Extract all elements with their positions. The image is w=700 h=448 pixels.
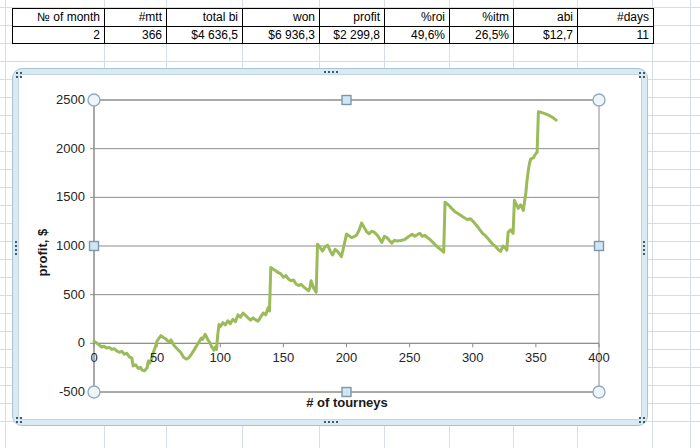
y-axis-title[interactable]: profit, $ [35, 215, 50, 277]
selection-handle-edge[interactable] [595, 242, 604, 251]
excel-sheet: № of month#mtttotal biwonprofit%roi%itma… [0, 0, 700, 448]
chart-resize-grip-bottom[interactable] [323, 420, 339, 424]
chart-object[interactable]: 2500 2000 1500 1000 500 0 -500 0 50 100 150 200 250 3… [12, 68, 648, 426]
y-tick-label: 500 [19, 287, 85, 302]
y-tick-label: 1500 [19, 189, 85, 204]
table-cell[interactable]: $2 299,8 [320, 27, 385, 44]
table-header-cell[interactable]: #mtt [105, 9, 167, 27]
table-cell[interactable]: 11 [578, 27, 653, 44]
chart-area[interactable]: 2500 2000 1500 1000 500 0 -500 0 50 100 150 200 250 3… [18, 74, 642, 420]
sheet-gridline [652, 0, 653, 448]
table-header-cell[interactable]: profit [320, 9, 385, 27]
y-tick-label: 0 [19, 335, 85, 350]
x-tick-label: 350 [510, 350, 562, 365]
chart-resize-grip-left[interactable] [14, 240, 18, 256]
chart-resize-grip-top[interactable] [323, 70, 339, 74]
chart-resize-grip-bottomleft[interactable] [15, 416, 22, 423]
table-cell[interactable]: $6 936,3 [243, 27, 320, 44]
table-cell[interactable]: $4 636,5 [167, 27, 243, 44]
table-header-cell[interactable]: #days [578, 9, 653, 27]
table-header-cell[interactable]: total bi [167, 9, 243, 27]
x-tick-label: 300 [447, 350, 499, 365]
x-tick-label: 250 [384, 350, 436, 365]
y-tick-label: 2500 [19, 92, 85, 107]
sheet-gridline [690, 0, 691, 448]
chart-resize-grip-topleft[interactable] [15, 71, 22, 78]
x-tick-label: 100 [194, 350, 246, 365]
table-header-cell[interactable]: won [243, 9, 320, 27]
selection-handle-corner[interactable] [593, 386, 605, 398]
selection-handle-corner[interactable] [88, 94, 100, 106]
selection-handle-edge[interactable] [342, 96, 351, 105]
table-cell[interactable]: 26,5% [450, 27, 514, 44]
plot-area[interactable] [19, 75, 643, 421]
selection-handle-edge[interactable] [90, 242, 99, 251]
x-tick-label: 0 [68, 350, 120, 365]
table-cell[interactable]: 366 [105, 27, 167, 44]
table-cell[interactable]: 2 [13, 27, 105, 44]
table-header-cell[interactable]: abi [514, 9, 578, 27]
table-header-cell[interactable]: № of month [13, 9, 105, 27]
x-tick-label: 50 [131, 350, 183, 365]
table-header-cell[interactable]: %itm [450, 9, 514, 27]
table-cell[interactable]: 49,6% [385, 27, 450, 44]
x-tick-label: 200 [321, 350, 373, 365]
selection-handle-corner[interactable] [593, 94, 605, 106]
sheet-gridline [5, 0, 6, 448]
summary-table: № of month#mtttotal biwonprofit%roi%itma… [12, 8, 654, 44]
y-tick-label: -500 [19, 384, 85, 399]
table-header-cell[interactable]: %roi [385, 9, 450, 27]
selection-handle-corner[interactable] [88, 386, 100, 398]
table-cell[interactable]: $12,7 [514, 27, 578, 44]
chart-resize-grip-topright[interactable] [638, 71, 645, 78]
y-tick-label: 1000 [19, 238, 85, 253]
y-tick-label: 2000 [19, 141, 85, 156]
chart-resize-grip-right[interactable] [642, 240, 646, 256]
x-axis-title[interactable]: # of tourneys [272, 395, 422, 410]
series-line[interactable] [94, 112, 556, 371]
x-tick-label: 150 [257, 350, 309, 365]
chart-resize-grip-bottomright[interactable] [638, 416, 645, 423]
x-tick-label: 400 [573, 350, 625, 365]
